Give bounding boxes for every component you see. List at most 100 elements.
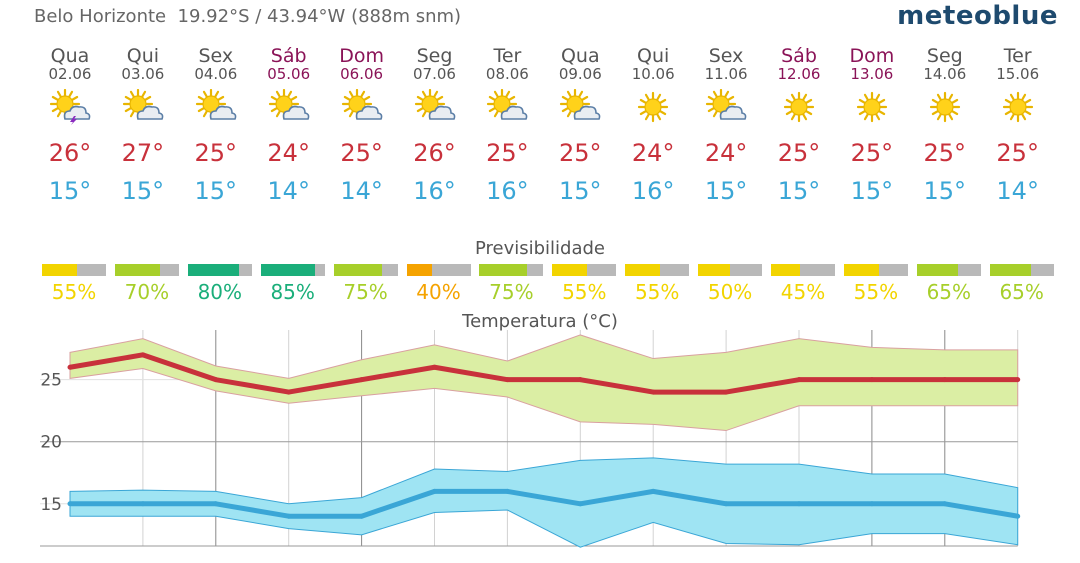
day-name: Qua <box>560 45 600 67</box>
predictability-bar <box>843 264 908 276</box>
predictability-bar <box>260 264 325 276</box>
min-temperature: 15° <box>559 177 602 205</box>
sun-cloud-icon <box>414 89 455 120</box>
predictability-bar-fill <box>406 264 433 276</box>
predictability-item: 45% <box>771 264 835 303</box>
temperature-chart-title: Temperatura (°C) <box>462 311 618 332</box>
sun-cloud-thunder-icon <box>49 89 91 125</box>
min-temperature-line <box>70 488 1019 519</box>
predictability-item: 80% <box>187 264 252 304</box>
max-temperature-point <box>723 389 729 395</box>
predictability-bar-fill <box>42 264 78 276</box>
series-max-temperature <box>67 334 1021 432</box>
predictability-item: 65% <box>989 264 1054 303</box>
day-column[interactable]: Sáb 05.06 24° 14° <box>253 46 325 205</box>
min-temperature: 14° <box>340 177 383 205</box>
day-date: 03.06 <box>121 65 165 83</box>
day-column[interactable]: Qua 09.06 25° 15° <box>544 46 616 205</box>
min-temperature-range-band <box>69 457 1019 548</box>
day-column[interactable]: Seg 07.06 26° 16° <box>399 46 471 205</box>
min-temperature-point <box>796 501 802 507</box>
predictability-value: 55% <box>634 280 680 304</box>
predictability-value: 65% <box>926 280 972 304</box>
max-temperature-point <box>796 377 802 383</box>
day-column[interactable]: Qui 03.06 27° 15° <box>107 46 179 205</box>
max-temperature-range-band <box>69 334 1019 432</box>
min-temperature-point <box>504 488 510 494</box>
min-temperature-point <box>432 488 437 494</box>
max-temperature-line <box>69 352 1018 395</box>
min-temperature: 16° <box>413 177 456 205</box>
predictability-bar <box>479 264 544 276</box>
day-name: Seg <box>416 45 453 67</box>
day-date: 05.06 <box>267 65 311 83</box>
max-temperature: 26° <box>413 139 456 167</box>
predictability-bar-fill <box>260 264 316 276</box>
day-column[interactable]: Ter 08.06 25° 16° <box>471 46 543 205</box>
day-date: 12.06 <box>777 65 821 83</box>
min-temperature: 14° <box>996 177 1039 205</box>
predictability-value: 40% <box>416 280 461 304</box>
max-temperature-point <box>504 377 510 383</box>
max-temperature-point <box>432 364 437 370</box>
predictability-item: 55% <box>625 264 690 304</box>
sun-cloud-icon <box>487 89 528 120</box>
predictability-bar-fill <box>114 264 160 276</box>
min-temperature-point <box>140 501 146 507</box>
sun-cloud-icon <box>341 89 382 120</box>
predictability-bar-fill <box>916 264 959 276</box>
max-temperature-point <box>650 389 656 395</box>
day-column[interactable]: Dom 06.06 25° 14° <box>326 46 398 205</box>
day-date: 14.06 <box>923 65 967 83</box>
sun-icon <box>929 91 960 123</box>
day-column[interactable]: Ter 15.06 25° 14° <box>982 46 1054 205</box>
day-column[interactable]: Sex 11.06 24° 15° <box>690 46 762 205</box>
max-temperature-point <box>286 389 292 395</box>
predictability-bar <box>187 264 252 276</box>
predictability-value: 70% <box>124 280 170 304</box>
predictability-bar-fill <box>698 264 731 276</box>
min-temperature-point <box>650 488 656 494</box>
predictability-item: 40% <box>406 264 471 304</box>
predictability-bar <box>114 264 179 276</box>
max-temperature: 25° <box>996 139 1039 167</box>
day-name: Sáb <box>270 45 307 67</box>
min-temperature-point <box>723 501 729 507</box>
predictability-bar <box>406 264 471 276</box>
max-temperature: 25° <box>340 139 383 167</box>
min-temperature-point <box>577 501 583 507</box>
day-column[interactable]: Dom 13.06 25° 15° <box>836 46 908 205</box>
day-column[interactable]: Sáb 12.06 25° 15° <box>763 46 835 205</box>
sun-cloud-icon <box>195 89 237 120</box>
max-temperature-point <box>942 377 948 383</box>
predictability-item: 70% <box>114 264 179 304</box>
temperature-chart: 15 20 25 <box>40 330 1021 548</box>
predictability-value: 75% <box>489 280 534 304</box>
max-temperature: 25° <box>777 139 821 167</box>
predictability-value: 80% <box>197 280 243 304</box>
predictability-value: 55% <box>853 280 899 304</box>
sun-cloud-icon <box>560 89 601 120</box>
predictability-bar <box>625 264 690 276</box>
series-min-temperature <box>67 457 1021 548</box>
day-name: Sex <box>198 45 234 67</box>
predictability-bar-fill <box>479 264 528 276</box>
predictability-value: 75% <box>343 280 388 304</box>
day-column[interactable]: Qui 10.06 24° 16° <box>617 46 689 205</box>
min-temperature: 15° <box>777 177 821 205</box>
meteoblue-logo[interactable]: meteoblue <box>897 1 1058 31</box>
day-column[interactable]: Sex 04.06 25° 15° <box>180 46 252 205</box>
predictability-item: 55% <box>552 264 617 303</box>
y-tick-label: 20 <box>40 433 62 453</box>
predictability-item: 85% <box>260 264 325 303</box>
day-column[interactable]: Seg 14.06 25° 15° <box>909 46 981 205</box>
max-temperature-point <box>359 377 365 383</box>
day-column[interactable]: Qua 02.06 26° 15° <box>34 46 106 205</box>
day-name: Qua <box>50 45 90 67</box>
min-temperature: 15° <box>923 177 967 205</box>
min-temperature: 16° <box>631 177 675 205</box>
daily-forecast-row: Qua 02.06 26° 15° Qui 03.06 27° 15° Sex 04.06 25° 1… <box>34 46 1051 246</box>
predictability-bar-fill <box>187 264 239 276</box>
day-name: Ter <box>1003 45 1032 67</box>
day-name: Dom <box>849 45 895 67</box>
